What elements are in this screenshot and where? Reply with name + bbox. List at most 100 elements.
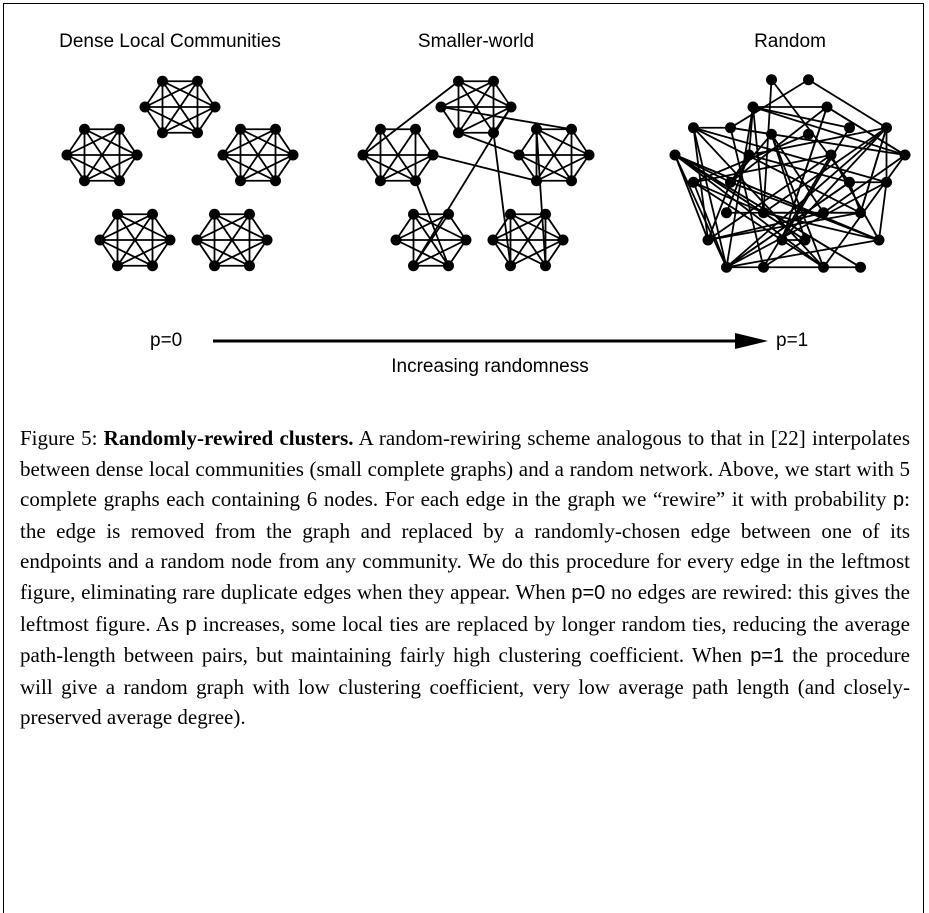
edge [763,239,806,268]
edge [674,154,880,241]
node [408,208,419,220]
edge [66,128,120,156]
edge [99,213,153,241]
node [427,149,439,161]
edge [770,133,825,268]
node [505,101,517,113]
edge [822,154,906,214]
node [244,208,255,220]
edge [440,80,494,108]
node [540,208,551,220]
edge [707,154,832,241]
node [453,75,464,87]
node [881,122,892,134]
node [487,234,499,246]
edge [725,181,851,268]
edge [748,154,850,184]
node [855,207,866,219]
edge [509,213,547,267]
edge [693,126,887,184]
node [488,127,499,139]
edge [116,213,154,267]
node [235,123,246,135]
node [357,149,369,161]
node [881,176,892,188]
node [209,260,220,272]
node [758,207,769,219]
node [899,149,911,161]
node [157,75,168,87]
edge [492,213,546,241]
arrow-end-label: p=1 [776,330,808,351]
edge [770,133,806,241]
node [505,260,516,272]
node [531,123,542,135]
edge [770,133,825,214]
node [209,101,221,113]
node [583,149,595,161]
edge [725,154,750,214]
node [844,176,855,188]
edge [692,127,709,241]
caption-text: : the edge is removed from the graph and… [20,487,910,604]
edge [457,80,495,134]
node [131,149,143,161]
node [270,123,281,135]
node [435,101,447,113]
edge [412,213,450,267]
node [688,122,699,134]
edge [674,154,709,241]
edge [674,154,728,268]
node [725,176,736,188]
node [235,175,246,187]
edge [535,128,573,182]
node [261,234,273,246]
caption-title: Randomly-rewired clusters. [103,426,354,450]
edge [826,106,906,156]
node [725,122,736,134]
caption-text: A random-rewiring scheme analogous to th… [20,426,910,512]
node [410,123,421,135]
node [390,234,402,246]
arrow-head [735,333,768,349]
node [557,234,569,246]
caption-body: A random-rewiring scheme analogous to th… [20,426,910,729]
node [669,149,681,161]
edge [362,80,460,156]
edge [674,154,806,241]
arrow-label: Increasing randomness [391,356,589,377]
node [112,208,123,220]
caption-symbol: p [185,613,197,636]
edge [692,127,728,268]
edge [808,78,887,129]
figure-frame [3,3,924,913]
edge [725,106,754,268]
panel-title: Smaller-world [418,31,534,52]
edge [213,213,251,267]
node [61,149,73,161]
edge [432,154,537,182]
edge [707,211,824,241]
node [688,176,699,188]
caption-text: the procedure will give a random graph w… [20,643,910,730]
edge [693,181,764,214]
node [139,101,151,113]
node [855,261,866,273]
edge [781,127,851,241]
caption-text: no edges are rewired: this gives the lef… [20,579,910,636]
node [244,260,255,272]
panel-title: Dense Local Communities [59,31,281,52]
node [270,175,281,187]
caption: Figure 5: Randomly-rewired clusters. A r… [20,423,910,733]
node [488,75,499,87]
edge [752,106,906,156]
node [566,123,577,135]
node [217,149,229,161]
node [157,127,168,139]
edge [83,128,121,182]
node [818,261,829,273]
node [799,234,811,246]
node [821,101,833,113]
node [803,128,814,140]
node [79,123,90,135]
